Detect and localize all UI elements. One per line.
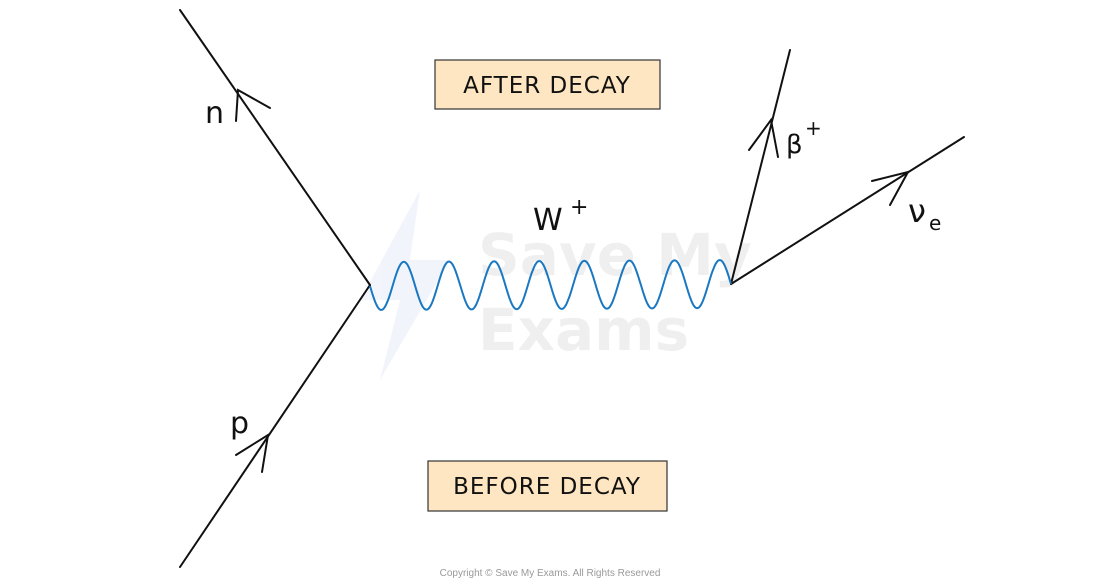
svg-text:Save My: Save My [478,221,752,289]
neutron-line [179,9,371,286]
neutrino-label: ν [908,192,926,230]
after-decay-label: AFTER DECAY [463,73,631,99]
before-decay-label: BEFORE DECAY [453,474,641,500]
neutrino-arrow-icon [871,170,910,206]
proton-line [179,284,371,568]
before-decay-box: BEFORE DECAY [427,460,668,512]
positron-label: β [786,130,803,160]
positron-charge: + [805,116,822,140]
neutron-label: n [205,96,224,131]
neutrino-subscript: e [929,211,941,235]
positron-line [730,49,791,285]
neutron-arrow-icon [235,88,271,122]
svg-text:Exams: Exams [478,296,689,364]
positron-arrow-icon [748,117,779,158]
copyright-footer: Copyright © Save My Exams. All Rights Re… [439,568,661,579]
neutrino-line [730,136,965,285]
w-boson-charge: + [570,195,588,220]
after-decay-box: AFTER DECAY [434,59,661,110]
proton-label: p [230,406,249,441]
w-boson-wavy-line [369,259,732,311]
w-boson-label: W [533,203,563,238]
proton-arrow-icon [235,432,270,473]
